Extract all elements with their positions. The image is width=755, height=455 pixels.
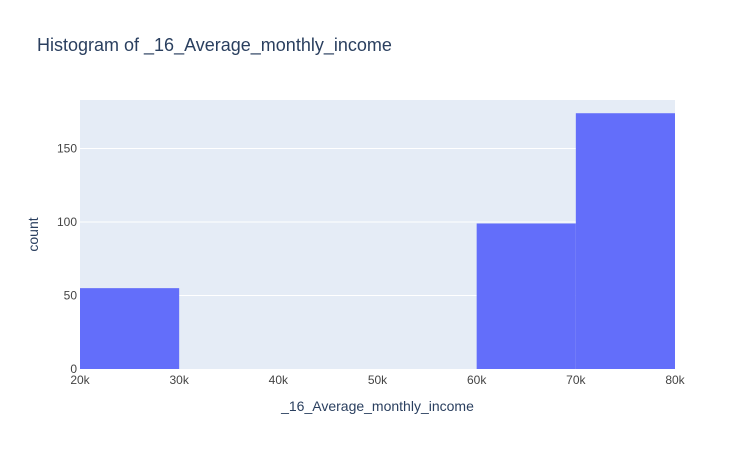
x-tick-label: 60k: [467, 373, 487, 387]
y-tick-label: 0: [70, 362, 77, 376]
histogram-bar[interactable]: [80, 288, 180, 369]
y-axis-label: count: [25, 217, 41, 251]
x-tick-label: 40k: [269, 373, 289, 387]
histogram-bar[interactable]: [476, 223, 576, 369]
chart-title: Histogram of _16_Average_monthly_income: [37, 35, 392, 56]
bars: [80, 113, 675, 369]
y-tick-label: 100: [57, 215, 77, 229]
y-tick-label: 50: [64, 289, 78, 303]
y-tick-label: 150: [57, 142, 77, 156]
x-tick-label: 70k: [566, 373, 586, 387]
x-axis-label: _16_Average_monthly_income: [280, 398, 474, 414]
y-axis-ticks: 0 50 100 150: [57, 142, 77, 376]
x-tick-label: 50k: [368, 373, 388, 387]
x-tick-label: 30k: [169, 373, 189, 387]
histogram-bar[interactable]: [575, 113, 675, 369]
x-tick-label: 20k: [70, 373, 90, 387]
x-tick-label: 80k: [665, 373, 685, 387]
x-axis-ticks: 20k 30k 40k 50k 60k 70k 80k: [70, 373, 685, 387]
